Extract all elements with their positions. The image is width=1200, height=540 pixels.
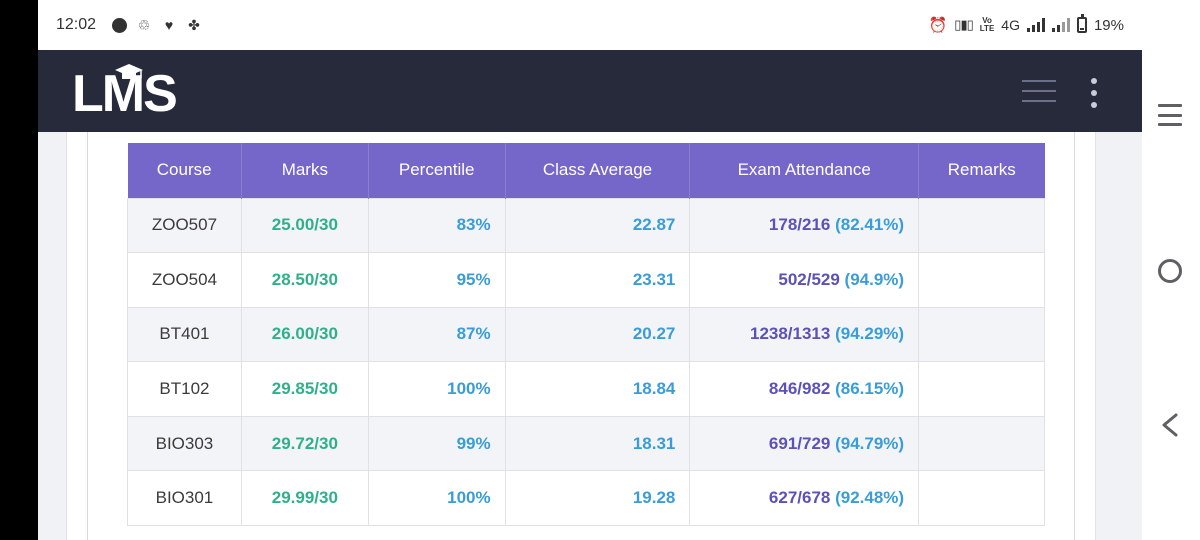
table-row: BIO301 29.99/30 100% 19.28 627/678 (92.4… bbox=[127, 470, 1045, 527]
marks-cell: 25.00/30 bbox=[240, 197, 369, 254]
column-header-remarks: Remarks bbox=[918, 143, 1045, 198]
percentile-cell: 100% bbox=[367, 361, 506, 417]
app-header: LMS bbox=[38, 50, 1142, 132]
attendance-cell: 627/678 (92.48%) bbox=[689, 470, 920, 527]
attendance-percent: (94.9%) bbox=[844, 269, 905, 289]
table-row: ZOO504 28.50/30 95% 23.31 502/529 (94.9%… bbox=[127, 252, 1045, 308]
attendance-count: 627/678 bbox=[768, 488, 831, 508]
app-icon: ✤ bbox=[188, 17, 200, 33]
recents-icon[interactable] bbox=[1158, 104, 1182, 126]
attendance-cell: 691/729 (94.79%) bbox=[689, 415, 920, 472]
left-bezel bbox=[0, 0, 38, 540]
signal-2-icon bbox=[1051, 18, 1070, 32]
attendance-cell: 502/529 (94.9%) bbox=[689, 252, 920, 308]
course-cell: BIO301 bbox=[127, 470, 242, 527]
notification-icons: ♲ ♥ ✤ bbox=[112, 17, 202, 33]
attendance-cell: 1238/1313 (94.29%) bbox=[689, 306, 920, 363]
sync-icon: ♲ bbox=[137, 17, 151, 33]
heart-icon: ♥ bbox=[164, 17, 174, 33]
attendance-percent: (94.29%) bbox=[835, 324, 905, 344]
course-cell: BT102 bbox=[127, 361, 242, 417]
phone-screen: 12:02 ♲ ♥ ✤ ⏰ ▯▮▯ Vo LTE 4G 19% LMS bbox=[38, 0, 1142, 540]
percentile-cell: 83% bbox=[367, 197, 506, 254]
graduation-cap-icon bbox=[115, 64, 143, 79]
lms-logo[interactable]: LMS bbox=[72, 64, 178, 120]
remarks-cell bbox=[918, 415, 1045, 472]
course-cell: BT401 bbox=[127, 306, 242, 363]
home-icon[interactable] bbox=[1158, 259, 1182, 283]
remarks-cell bbox=[918, 252, 1045, 308]
class-average-cell: 22.87 bbox=[504, 197, 691, 254]
percentile-cell: 100% bbox=[367, 470, 506, 527]
attendance-count: 178/216 bbox=[768, 215, 831, 235]
system-nav-bar bbox=[1142, 0, 1200, 540]
table-row: ZOO507 25.00/30 83% 22.87 178/216 (82.41… bbox=[127, 197, 1045, 254]
attendance-count: 691/729 bbox=[768, 433, 831, 453]
marks-cell: 29.85/30 bbox=[240, 361, 369, 417]
attendance-count: 846/982 bbox=[768, 379, 831, 399]
results-table: Course Marks Percentile Class Average Ex… bbox=[127, 143, 1045, 527]
status-time: 12:02 bbox=[56, 16, 97, 33]
attendance-count: 1238/1313 bbox=[749, 324, 831, 344]
marks-cell: 26.00/30 bbox=[240, 306, 369, 363]
attendance-percent: (82.41%) bbox=[835, 215, 905, 235]
alarm-icon: ⏰ bbox=[928, 17, 948, 34]
volte-icon: Vo LTE bbox=[979, 16, 995, 33]
signal-icon bbox=[1026, 18, 1045, 32]
class-average-cell: 19.28 bbox=[504, 470, 691, 527]
percentile-cell: 95% bbox=[367, 252, 506, 308]
course-cell: ZOO504 bbox=[127, 252, 242, 308]
class-average-cell: 20.27 bbox=[504, 306, 691, 363]
battery-percent: 19% bbox=[1093, 16, 1124, 34]
marks-cell: 29.72/30 bbox=[240, 415, 369, 472]
class-average-cell: 23.31 bbox=[504, 252, 691, 308]
battery-icon bbox=[1076, 14, 1087, 33]
status-bar: 12:02 ♲ ♥ ✤ ⏰ ▯▮▯ Vo LTE 4G 19% bbox=[38, 0, 1142, 50]
attendance-percent: (94.79%) bbox=[835, 433, 905, 453]
back-icon[interactable] bbox=[1156, 412, 1184, 438]
column-header-exam-attendance: Exam Attendance bbox=[689, 143, 920, 198]
class-average-cell: 18.84 bbox=[504, 361, 691, 417]
column-header-percentile: Percentile bbox=[368, 143, 506, 198]
column-header-marks: Marks bbox=[241, 143, 369, 198]
percentile-cell: 99% bbox=[367, 415, 506, 472]
table-row: BT102 29.85/30 100% 18.84 846/982 (86.15… bbox=[127, 361, 1045, 417]
table-row: BIO303 29.72/30 99% 18.31 691/729 (94.79… bbox=[127, 415, 1045, 472]
vibrate-icon: ▯▮▯ bbox=[954, 17, 973, 32]
attendance-percent: (86.15%) bbox=[835, 379, 905, 399]
percentile-cell: 87% bbox=[367, 306, 506, 363]
column-header-course: Course bbox=[127, 143, 242, 198]
marks-cell: 28.50/30 bbox=[240, 252, 369, 308]
course-cell: BIO303 bbox=[127, 415, 242, 472]
results-card-inner bbox=[87, 132, 1075, 540]
remarks-cell bbox=[918, 470, 1045, 527]
remarks-cell bbox=[918, 361, 1045, 417]
messenger-icon bbox=[112, 17, 128, 33]
network-type: 4G bbox=[1001, 17, 1020, 33]
attendance-cell: 178/216 (82.41%) bbox=[689, 197, 920, 254]
main-content: Course Marks Percentile Class Average Ex… bbox=[38, 132, 1142, 540]
marks-cell: 29.99/30 bbox=[240, 470, 369, 527]
system-status: ⏰ ▯▮▯ Vo LTE 4G 19% bbox=[928, 14, 1124, 34]
remarks-cell bbox=[918, 197, 1045, 254]
class-average-cell: 18.31 bbox=[504, 415, 691, 472]
attendance-cell: 846/982 (86.15%) bbox=[689, 361, 920, 417]
attendance-count: 502/529 bbox=[778, 269, 840, 289]
more-vert-icon[interactable] bbox=[1090, 78, 1098, 108]
hamburger-menu-icon[interactable] bbox=[1022, 80, 1056, 102]
remarks-cell bbox=[918, 306, 1045, 363]
column-header-class-average: Class Average bbox=[505, 143, 691, 198]
table-row: BT401 26.00/30 87% 20.27 1238/1313 (94.2… bbox=[127, 306, 1045, 363]
attendance-percent: (92.48%) bbox=[835, 488, 905, 508]
table-header-row: Course Marks Percentile Class Average Ex… bbox=[127, 143, 1045, 198]
course-cell: ZOO507 bbox=[127, 197, 242, 254]
